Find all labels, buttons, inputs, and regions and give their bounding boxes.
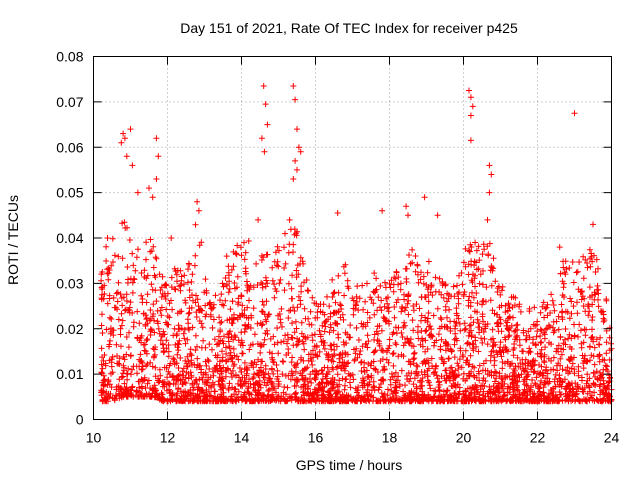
y-tick-labels: 0 0.01 0.02 0.03 0.04 0.05 0.06 0.07 0.08 [56,49,83,428]
y-tick-label: 0.03 [56,275,83,291]
x-tick-label: 18 [382,430,398,446]
x-tick-label: 16 [308,430,324,446]
y-tick-label: 0.04 [56,230,83,246]
grid [93,56,612,420]
y-tick-label: 0 [76,412,84,428]
data-points [98,83,615,405]
y-tick-label: 0.05 [56,185,83,201]
x-tick-label: 10 [86,430,102,446]
x-axis-label: GPS time / hours [296,457,403,473]
y-tick-label: 0.02 [56,321,83,337]
y-tick-label: 0.06 [56,139,83,155]
x-tick-label: 20 [456,430,472,446]
x-tick-labels: 10 12 14 16 18 20 22 24 [86,430,620,446]
roti-points [98,83,615,405]
axis-ticks [93,56,612,420]
y-tick-label: 0.07 [56,94,83,110]
x-tick-label: 14 [234,430,250,446]
y-tick-label: 0.01 [56,366,83,382]
x-tick-label: 22 [530,430,546,446]
x-tick-label: 12 [160,430,176,446]
y-tick-label: 0.08 [56,49,83,65]
x-tick-label: 24 [604,430,620,446]
chart-title: Day 151 of 2021, Rate Of TEC Index for r… [180,20,518,36]
y-axis-label: ROTI / TECUs [5,195,21,285]
